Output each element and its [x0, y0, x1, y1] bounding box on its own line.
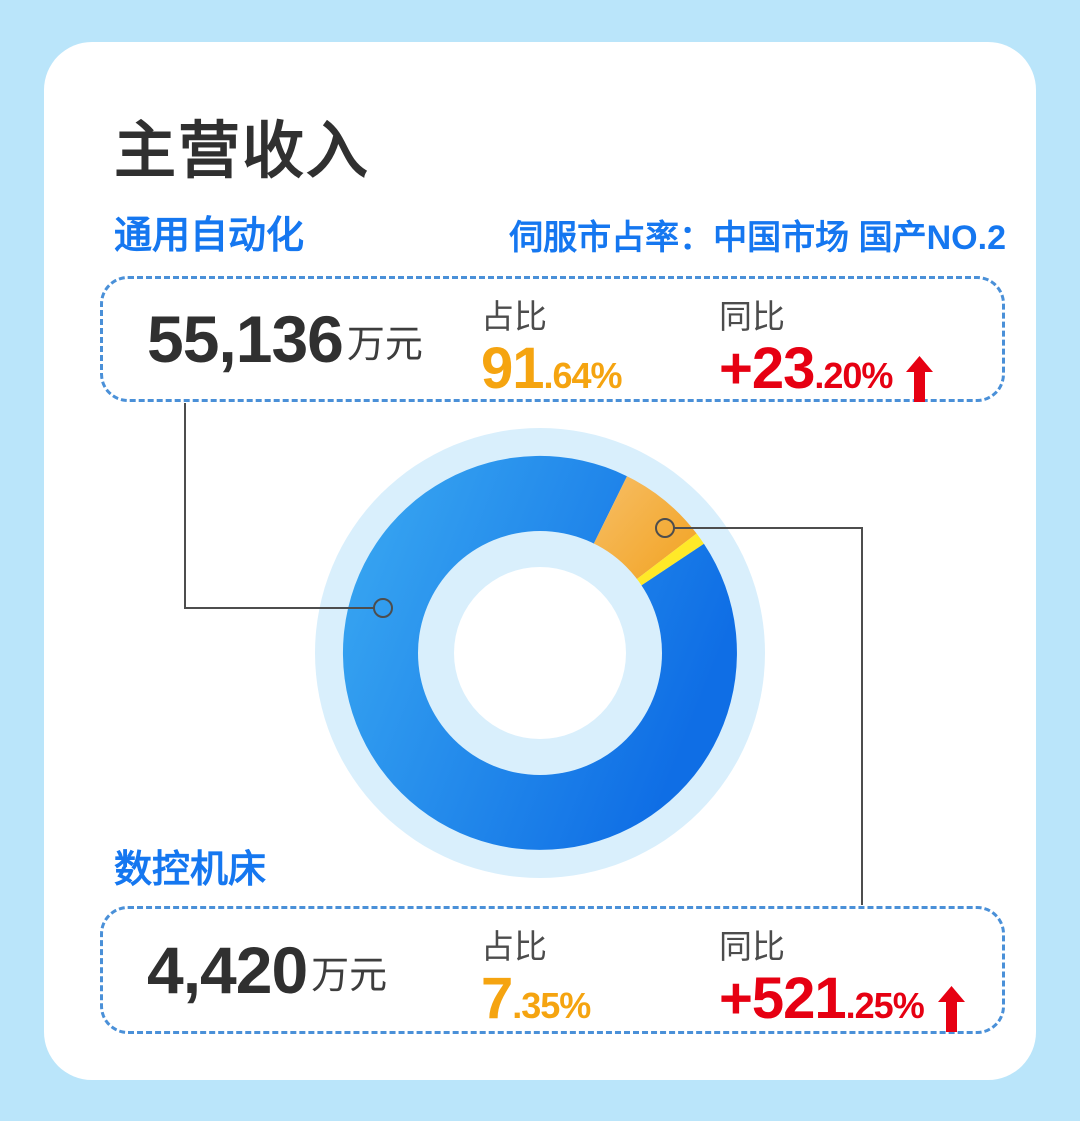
- yoy-metric-general-automation: 同比 +23.20%: [719, 279, 934, 403]
- share-value: 7.35%: [481, 966, 591, 1032]
- servo-market-share-note: 伺服市占率：中国市场 国产NO.2: [509, 219, 1006, 257]
- revenue-cnc-machine: 4,420 万元: [147, 909, 387, 1031]
- share-metric-cnc-machine: 占比 7.35%: [481, 909, 591, 1032]
- segment-label-cnc-machine: 数控机床: [114, 849, 267, 891]
- revenue-value: 4,420: [147, 933, 308, 1007]
- share-value-main: 7: [481, 966, 513, 1032]
- yoy-metric-cnc-machine: 同比 +521.25%: [719, 909, 965, 1033]
- page-title: 主营收入: [114, 117, 371, 186]
- revenue-value: 55,136: [147, 302, 344, 376]
- revenue-unit: 万元: [311, 955, 388, 997]
- yoy-label: 同比: [719, 298, 785, 335]
- share-label: 占比: [481, 928, 547, 965]
- yoy-value-main: +23: [719, 336, 815, 402]
- stat-card-cnc-machine: 4,420 万元 占比 7.35% 同比 +521.25%: [100, 906, 1005, 1034]
- yoy-label: 同比: [719, 928, 785, 965]
- stat-card-general-automation: 55,136 万元 占比 91.64% 同比 +23.20%: [100, 276, 1005, 403]
- share-value-main: 91: [481, 336, 545, 402]
- share-value: 91.64%: [481, 336, 623, 402]
- share-metric-general-automation: 占比 91.64%: [481, 279, 623, 402]
- yoy-value: +23.20%: [719, 336, 934, 403]
- yoy-value-small: .25%: [845, 985, 925, 1027]
- up-arrow-icon: [937, 986, 965, 1033]
- yoy-value-main: +521: [719, 966, 847, 1032]
- segment-label-general-automation: 通用自动化: [114, 215, 305, 257]
- share-value-small: .35%: [512, 985, 591, 1027]
- revenue-general-automation: 55,136 万元: [147, 279, 423, 399]
- up-arrow-icon: [906, 356, 934, 403]
- yoy-value: +521.25%: [719, 966, 965, 1033]
- share-label: 占比: [481, 298, 547, 335]
- share-value-small: .64%: [543, 355, 623, 397]
- yoy-value-small: .20%: [814, 355, 893, 397]
- revenue-unit: 万元: [346, 324, 423, 366]
